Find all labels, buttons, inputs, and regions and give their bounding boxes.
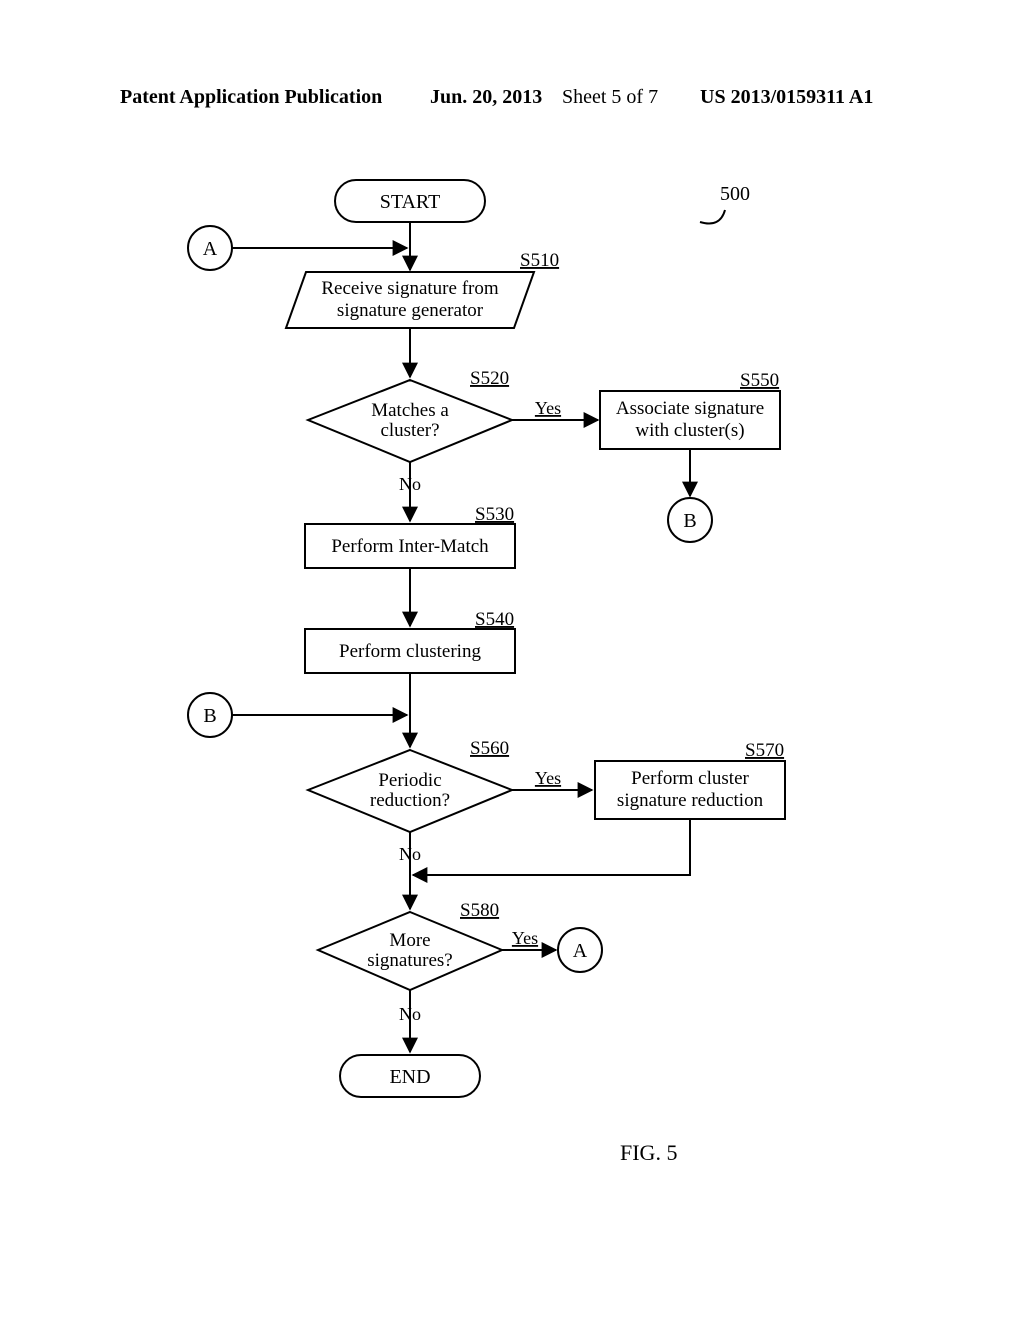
ref-hook <box>700 210 725 224</box>
figure-ref: 500 <box>720 183 750 205</box>
s530-label: S530 <box>475 504 514 525</box>
s530-text1: Perform Inter-Match <box>331 536 489 557</box>
s550-text2: with cluster(s) <box>635 420 744 441</box>
figure-label: FIG. 5 <box>620 1140 677 1165</box>
s550-text1: Associate signature <box>616 398 764 419</box>
s570-label: S570 <box>745 740 784 761</box>
edge-s570-merge <box>413 819 690 875</box>
s560-label: S560 <box>470 738 509 759</box>
s540-label: S540 <box>475 609 514 630</box>
s560-no-label: No <box>399 844 421 864</box>
s510-text1: Receive signature from <box>321 278 498 299</box>
end-label: END <box>389 1066 430 1088</box>
s560-text2: reduction? <box>370 790 450 811</box>
connector-a-right-label: A <box>573 940 588 962</box>
s580-text1: More <box>389 930 430 951</box>
flowchart-svg: 500 START A Receive signature from signa… <box>0 0 1024 1320</box>
start-label: START <box>380 191 441 213</box>
s580-yes-label: Yes <box>512 928 538 948</box>
s520-label: S520 <box>470 368 509 389</box>
s580-no-label: No <box>399 1004 421 1024</box>
connector-b-right-label: B <box>683 510 696 532</box>
s510-text2: signature generator <box>337 300 484 321</box>
s570-text2: signature reduction <box>617 790 764 811</box>
s520-yes-label: Yes <box>535 398 561 418</box>
s540-text1: Perform clustering <box>339 641 481 662</box>
s520-text1: Matches a <box>371 400 449 421</box>
s580-text2: signatures? <box>367 950 452 971</box>
s550-label: S550 <box>740 370 779 391</box>
s560-text1: Periodic <box>378 770 441 791</box>
connector-b-left-label: B <box>203 705 216 727</box>
s580-label: S580 <box>460 900 499 921</box>
page: Patent Application Publication Jun. 20, … <box>0 0 1024 1320</box>
s510-label: S510 <box>520 250 559 271</box>
s520-text2: cluster? <box>380 420 439 441</box>
s560-yes-label: Yes <box>535 768 561 788</box>
s570-text1: Perform cluster <box>631 768 749 789</box>
connector-a-left-label: A <box>203 238 218 260</box>
s520-no-label: No <box>399 474 421 494</box>
